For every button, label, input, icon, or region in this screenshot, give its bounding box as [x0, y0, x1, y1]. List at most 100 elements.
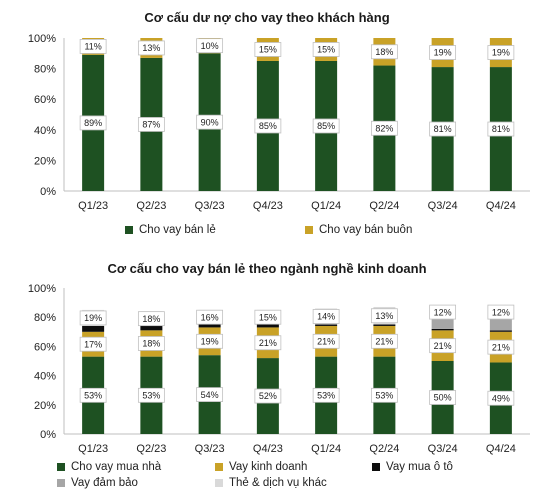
x-tick-label: Q3/23	[195, 443, 225, 455]
data-label-box	[429, 338, 457, 354]
chart1-title: Cơ cấu dư nợ cho vay theo khách hàng	[144, 10, 390, 25]
data-label-box	[487, 45, 515, 60]
data-label-box	[79, 336, 107, 352]
legend-swatch	[215, 479, 223, 487]
data-label: 12%	[434, 307, 452, 317]
data-label-box	[312, 118, 340, 134]
bar-segment	[431, 318, 454, 329]
x-tick-label: Q1/24	[311, 200, 341, 212]
data-label: 85%	[317, 121, 335, 131]
data-label: 21%	[375, 336, 393, 346]
chart1-plot: 0% 20% 40% 60% 80% 100% 89% 11% Q1/23 87% 13% Q2/23…	[28, 33, 530, 212]
data-label-box	[254, 335, 282, 351]
data-label-box	[370, 387, 398, 403]
x-tick-label: Q4/24	[486, 200, 516, 212]
data-label-box	[254, 388, 282, 404]
x-tick-label: Q4/24	[486, 443, 516, 455]
data-label: 87%	[142, 120, 160, 130]
legend-swatch	[215, 463, 223, 471]
data-label: 53%	[84, 391, 102, 401]
x-tick-label: Q3/24	[428, 443, 458, 455]
data-label: 17%	[84, 339, 102, 349]
data-label: 81%	[434, 124, 452, 134]
data-label-box	[137, 311, 165, 327]
bar-segment	[256, 324, 279, 328]
data-label: 21%	[434, 341, 452, 351]
bar-segment	[82, 325, 105, 332]
bar-segment	[373, 324, 396, 326]
legend-item: Thẻ & dịch vụ khác	[215, 477, 327, 489]
chart2-plot: 0% 20% 40% 60% 80% 100% 53% 17% 19% Q1/23 53% 18% 18…	[28, 283, 530, 455]
data-label-box	[487, 390, 515, 406]
legend-label: Thẻ & dịch vụ khác	[229, 477, 327, 489]
x-tick-label: Q1/23	[78, 443, 108, 455]
data-label-box	[254, 42, 282, 57]
x-tick-label: Q4/23	[253, 443, 283, 455]
data-label-box	[254, 118, 282, 134]
data-label-box	[487, 121, 515, 137]
data-label: 54%	[201, 390, 219, 400]
data-label: 19%	[492, 48, 510, 58]
data-label: 90%	[201, 117, 219, 127]
data-label-box	[370, 120, 398, 136]
legend-label: Vay đảm bảo	[71, 477, 138, 489]
data-label: 15%	[317, 45, 335, 55]
data-label-box	[487, 304, 515, 320]
x-tick-label: Q3/23	[195, 200, 225, 212]
y-tick-label: 40%	[34, 125, 56, 137]
x-tick-label: Q4/23	[253, 200, 283, 212]
bar-segment	[489, 318, 512, 331]
data-label-box	[137, 117, 165, 132]
legend-swatch	[125, 226, 133, 234]
data-label: 21%	[259, 338, 277, 348]
legend-item: Cho vay mua nhà	[57, 461, 161, 473]
data-label-box	[487, 339, 515, 355]
legend-item: Cho vay bán buôn	[305, 224, 412, 236]
data-label-box	[370, 333, 398, 349]
data-label: 21%	[492, 342, 510, 352]
y-tick-label: 100%	[28, 33, 56, 45]
data-label-box	[137, 336, 165, 351]
data-label: 15%	[259, 45, 277, 55]
legend-item: Vay kinh doanh	[215, 461, 307, 473]
y-tick-label: 80%	[34, 312, 56, 324]
bar-segment	[431, 328, 454, 331]
data-label: 18%	[142, 339, 160, 349]
chart2-title: Cơ cấu cho vay bán lẻ theo ngành nghề ki…	[107, 261, 427, 276]
data-label-box	[312, 333, 340, 349]
legend-label: Cho vay mua nhà	[71, 461, 162, 473]
data-label-box	[196, 309, 224, 325]
data-label-box	[79, 39, 107, 54]
data-label-box	[196, 333, 224, 349]
x-tick-label: Q3/24	[428, 200, 458, 212]
y-tick-label: 60%	[34, 341, 56, 353]
data-label: 12%	[492, 307, 510, 317]
data-label: 53%	[142, 391, 160, 401]
y-tick-label: 20%	[34, 400, 56, 412]
data-label-box	[79, 310, 107, 326]
data-label-box	[370, 308, 398, 324]
data-label-box	[429, 390, 457, 405]
data-label: 13%	[142, 43, 160, 53]
data-label: 10%	[201, 41, 219, 51]
data-label-box	[312, 387, 340, 403]
data-label: 15%	[259, 312, 277, 322]
data-label-box	[429, 121, 457, 137]
legend-swatch	[57, 479, 65, 487]
data-label-box	[79, 387, 107, 403]
bar-segment	[315, 324, 338, 326]
data-label: 52%	[259, 391, 277, 401]
data-label: 19%	[201, 336, 219, 346]
data-label: 13%	[375, 311, 393, 321]
y-tick-label: 0%	[40, 429, 56, 441]
x-tick-label: Q1/23	[78, 200, 108, 212]
legend-label: Vay kinh doanh	[229, 461, 308, 473]
data-label: 53%	[375, 391, 393, 401]
data-label-box	[370, 44, 398, 60]
legend-label: Cho vay bán lẻ	[139, 224, 216, 236]
bar-segment	[140, 325, 163, 331]
legend-item: Vay mua ô tô	[372, 461, 453, 473]
y-tick-label: 80%	[34, 64, 56, 76]
data-label: 14%	[317, 312, 335, 322]
data-label: 19%	[434, 48, 452, 58]
